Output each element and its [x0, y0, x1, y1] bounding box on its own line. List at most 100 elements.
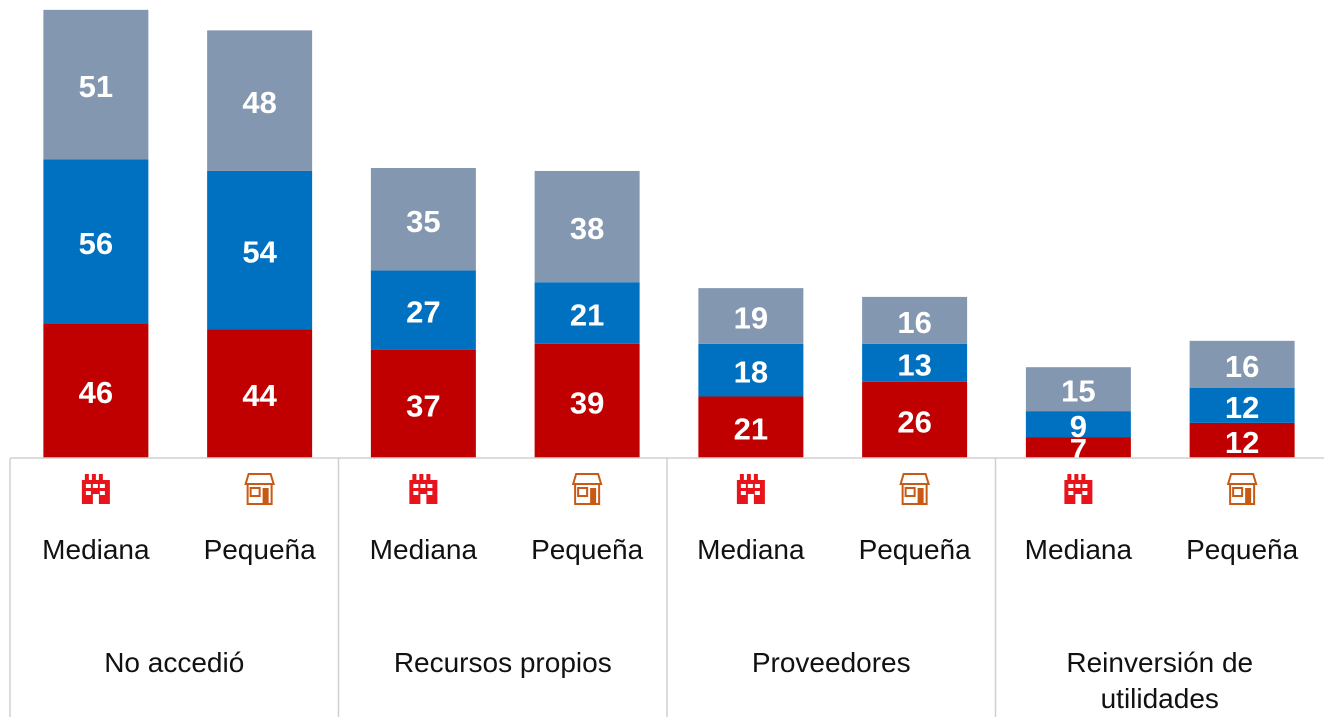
value-label: 44: [242, 378, 277, 413]
icon-door: [1075, 494, 1082, 504]
value-label: 12: [1225, 425, 1259, 460]
group-label: Proveedores: [751, 647, 911, 678]
icon-window: [427, 491, 433, 495]
factory-icon: [409, 474, 438, 504]
category-label: Pequeña: [203, 534, 316, 565]
value-label: 37: [406, 388, 440, 423]
value-label: 56: [79, 226, 113, 261]
icon-window: [740, 484, 746, 488]
value-label: 35: [406, 204, 440, 239]
icon-window: [740, 491, 746, 495]
category-label: Mediana: [697, 534, 805, 565]
category-label: Pequeña: [531, 534, 644, 565]
category-label: Pequeña: [1186, 534, 1299, 565]
icon-window: [1082, 484, 1088, 488]
icon-window: [413, 491, 419, 495]
icon-door: [747, 494, 754, 504]
value-label: 27: [406, 295, 440, 330]
bar-segment: [1025, 367, 1131, 412]
category-label: Mediana: [1024, 534, 1133, 565]
bar-segment: [1025, 411, 1131, 438]
bar-segment: [1189, 387, 1295, 423]
icon-window: [420, 484, 426, 488]
icon-shape: [244, 473, 275, 485]
icon-body: [574, 483, 601, 505]
icon-window: [577, 487, 589, 497]
bar-segment: [534, 343, 640, 458]
value-label: 18: [734, 355, 768, 390]
bar-segment: [698, 343, 804, 397]
icon-window: [904, 487, 916, 497]
bar-segment: [862, 381, 968, 458]
bar-segment: [207, 30, 313, 171]
icon-window: [1232, 487, 1244, 497]
icon-window: [85, 491, 91, 495]
bar-segment: [43, 323, 149, 458]
factory-icon: [1064, 474, 1093, 504]
value-label: 51: [79, 69, 113, 104]
icon-shape: [1064, 474, 1093, 504]
bar-segment: [1025, 437, 1131, 458]
icon-shape: [409, 474, 438, 504]
bar-segment: [534, 282, 640, 344]
group-label: Reinversión de utilidades: [1066, 647, 1254, 714]
category-label: Mediana: [369, 534, 478, 565]
category-label: Pequeña: [858, 534, 971, 565]
bar-segment: [370, 168, 476, 271]
bar-segment: [698, 396, 804, 458]
bar-segment: [534, 170, 640, 283]
icon-window: [427, 484, 433, 488]
bar-segment: [207, 329, 313, 458]
bar-segment: [862, 296, 968, 344]
icon-shape: [571, 473, 603, 485]
group-label: No accedió: [104, 647, 245, 678]
value-label: 15: [1061, 374, 1095, 409]
icon-window: [747, 484, 753, 488]
bar-segment: [1189, 422, 1295, 458]
icon-window: [85, 484, 91, 488]
bar-segment: [698, 288, 804, 344]
icon-door: [420, 494, 427, 504]
bar-segment: [370, 270, 476, 350]
factory-icon: [736, 474, 765, 504]
value-label: 16: [897, 305, 931, 340]
bar-segment: [370, 349, 476, 458]
icon-window: [249, 487, 261, 497]
bar-segment: [1189, 340, 1295, 388]
value-label: 21: [570, 298, 604, 333]
icon-shape: [81, 474, 110, 504]
icon-shape: [1226, 473, 1258, 485]
factory-icon: [81, 474, 110, 504]
group-label: Recursos propios: [393, 647, 612, 678]
bar-segment: [207, 170, 313, 330]
icon-door: [262, 488, 269, 504]
store-icon: [244, 473, 275, 505]
value-label: 48: [242, 85, 276, 120]
category-label: Mediana: [42, 534, 150, 565]
bar-segment: [862, 343, 968, 382]
icon-window: [99, 484, 105, 488]
value-label: 26: [897, 404, 931, 439]
value-label: 46: [79, 375, 113, 410]
value-label: 16: [1225, 349, 1259, 384]
icon-body: [246, 483, 273, 505]
icon-window: [1082, 491, 1088, 495]
bar-segment: [43, 9, 149, 160]
icon-shape: [899, 473, 930, 485]
value-label: 38: [570, 211, 604, 246]
icon-body: [1229, 483, 1256, 505]
value-label: 13: [897, 347, 931, 382]
value-label: 21: [734, 412, 768, 447]
icon-window: [92, 484, 98, 488]
icon-body: [901, 483, 928, 505]
store-icon: [571, 473, 603, 505]
icon-shape: [736, 474, 765, 504]
icon-window: [754, 491, 760, 495]
store-icon: [899, 473, 930, 505]
value-label: 9: [1070, 409, 1087, 444]
store-icon: [1226, 473, 1258, 505]
icon-door: [92, 494, 99, 504]
icon-window: [413, 484, 419, 488]
